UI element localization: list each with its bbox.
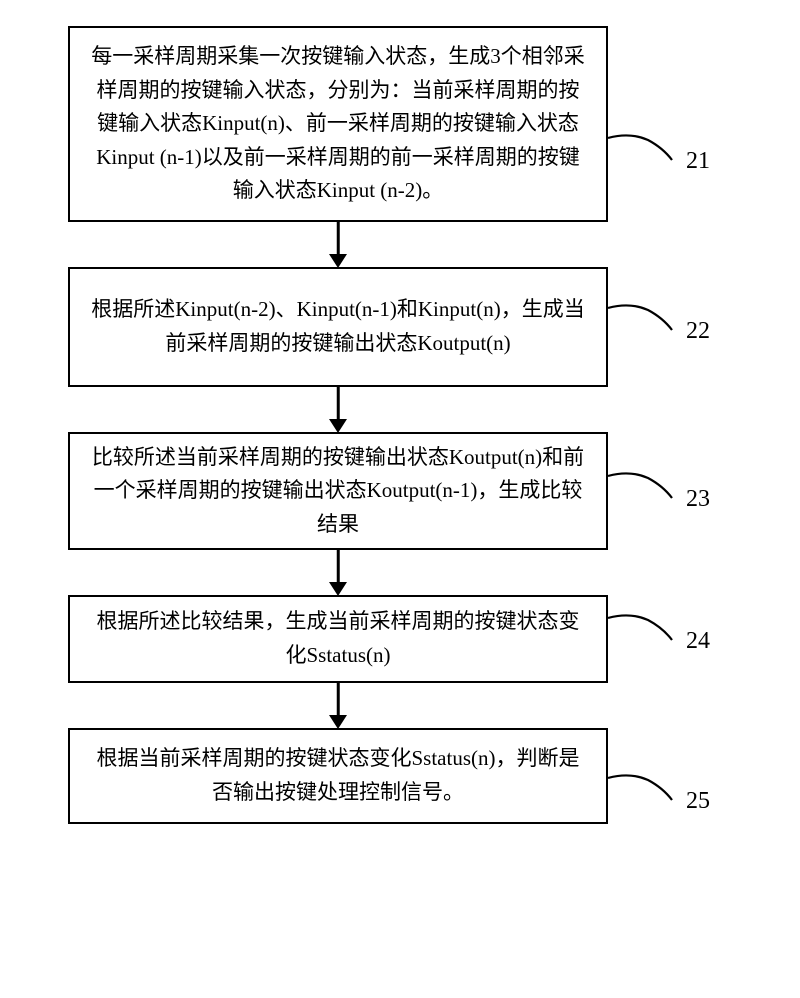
arrow-24-25	[68, 683, 608, 728]
connector-24	[608, 610, 678, 650]
box-text: 比较所述当前采样周期的按键输出状态Koutput(n)和前一个采样周期的按键输出…	[88, 441, 588, 542]
box-text: 每一采样周期采集一次按键输入状态，生成3个相邻采样周期的按键输入状态，分别为：当…	[88, 40, 588, 208]
arrow-23-24	[68, 550, 608, 595]
box-text: 根据所述Kinput(n-2)、Kinput(n-1)和Kinput(n)，生成…	[88, 293, 588, 360]
flow-box-24: 根据所述比较结果，生成当前采样周期的按键状态变化Sstatus(n)	[68, 595, 608, 683]
label-25: 25	[686, 788, 710, 815]
arrow-line	[337, 550, 340, 584]
arrow-head-icon	[329, 582, 347, 596]
flow-box-25: 根据当前采样周期的按键状态变化Sstatus(n)，判断是否输出按键处理控制信号…	[68, 728, 608, 824]
label-22: 22	[686, 318, 710, 345]
arrow-22-23	[68, 387, 608, 432]
flow-box-23: 比较所述当前采样周期的按键输出状态Koutput(n)和前一个采样周期的按键输出…	[68, 432, 608, 550]
connector-25	[608, 770, 678, 810]
box-text: 根据所述比较结果，生成当前采样周期的按键状态变化Sstatus(n)	[88, 605, 588, 672]
arrow-line	[337, 683, 340, 717]
arrow-head-icon	[329, 715, 347, 729]
arrow-head-icon	[329, 419, 347, 433]
flow-box-22: 根据所述Kinput(n-2)、Kinput(n-1)和Kinput(n)，生成…	[68, 267, 608, 387]
arrow-line	[337, 387, 340, 421]
connector-23	[608, 468, 678, 508]
label-21: 21	[686, 148, 710, 175]
arrow-line	[337, 222, 340, 256]
flow-box-21: 每一采样周期采集一次按键输入状态，生成3个相邻采样周期的按键输入状态，分别为：当…	[68, 26, 608, 222]
arrow-21-22	[68, 222, 608, 267]
flowchart-container: 每一采样周期采集一次按键输入状态，生成3个相邻采样周期的按键输入状态，分别为：当…	[68, 26, 668, 824]
arrow-head-icon	[329, 254, 347, 268]
label-24: 24	[686, 628, 710, 655]
box-text: 根据当前采样周期的按键状态变化Sstatus(n)，判断是否输出按键处理控制信号…	[88, 742, 588, 809]
connector-21	[608, 130, 678, 170]
connector-22	[608, 300, 678, 340]
label-23: 23	[686, 486, 710, 513]
